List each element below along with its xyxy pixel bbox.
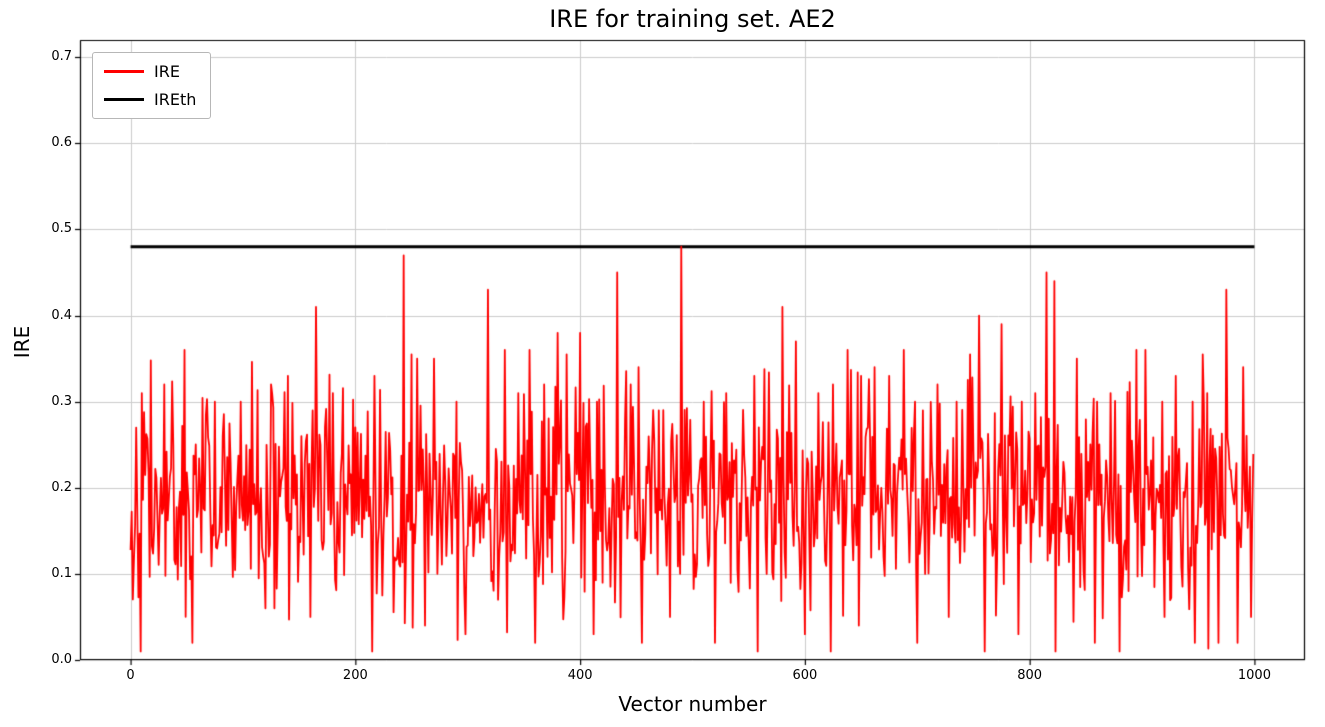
x-axis-label: Vector number <box>618 692 767 716</box>
x-tick-label: 200 <box>342 668 368 683</box>
x-tick-label: 1000 <box>1237 668 1271 683</box>
y-tick-label: 0.7 <box>51 49 72 65</box>
legend-item-ireth: IREth <box>104 90 196 109</box>
x-tick-label: 600 <box>792 668 818 683</box>
legend: IRE IREth <box>92 52 212 119</box>
legend-line-ireth-icon <box>104 98 144 101</box>
y-tick-label: 0.0 <box>51 652 72 667</box>
legend-label-ireth: IREth <box>154 90 197 109</box>
x-tick-label: 800 <box>1017 668 1043 683</box>
legend-line-ire-icon <box>104 70 144 73</box>
y-tick-label: 0.3 <box>51 393 72 409</box>
legend-label-ire: IRE <box>154 62 180 81</box>
y-tick-label: 0.1 <box>51 565 72 581</box>
legend-item-ire: IRE <box>104 62 196 81</box>
x-tick-label: 400 <box>567 668 593 683</box>
y-tick-label: 0.5 <box>51 221 72 237</box>
y-tick-label: 0.6 <box>51 135 72 151</box>
x-tick-label: 0 <box>126 668 135 683</box>
y-tick-label: 0.4 <box>51 307 72 323</box>
chart-title: IRE for training set. AE2 <box>549 5 836 33</box>
y-axis-label: IRE <box>10 325 34 359</box>
y-tick-label: 0.2 <box>51 479 72 495</box>
